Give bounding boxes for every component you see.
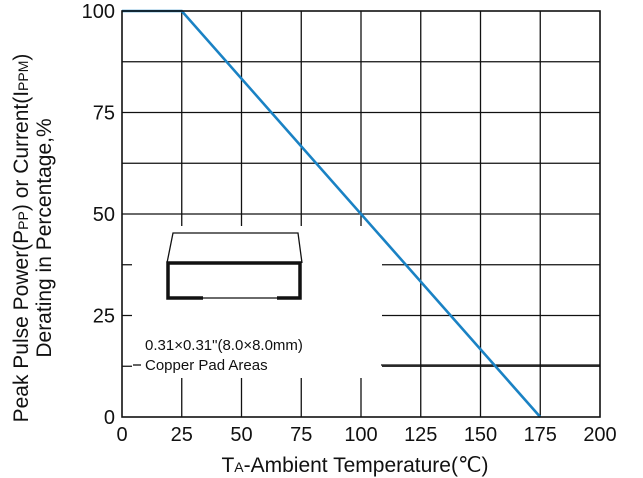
x-tick-label: 175 [524, 424, 557, 446]
x-tick-label: 150 [464, 424, 497, 446]
x-tick-label: 100 [344, 424, 377, 446]
annotation-copper-pad: Copper Pad Areas [145, 357, 268, 374]
x-tick-label: 200 [583, 424, 616, 446]
y-tick-label: 25 [93, 306, 115, 328]
x-tick-label: 25 [171, 424, 193, 446]
x-tick-label: 75 [290, 424, 312, 446]
y-tick-label: 0 [104, 407, 115, 429]
y-tick-label: 50 [93, 204, 115, 226]
x-axis-label: TA-Ambient Temperature(℃) [221, 454, 488, 477]
x-tick-label: 50 [230, 424, 252, 446]
x-tick-label: 0 [116, 424, 127, 446]
y-tick-label: 75 [93, 103, 115, 125]
pad-outline-thin [166, 232, 303, 264]
x-tick-labels: 0 25 50 75 100 125 150 175 200 [116, 424, 616, 446]
x-tick-label: 125 [404, 424, 437, 446]
plot-frame [121, 10, 601, 418]
pad-outline-thick [166, 261, 302, 300]
y-tick-labels: 0 25 50 75 100 [82, 1, 115, 429]
y-tick-label: 100 [82, 1, 115, 23]
y-axis-label-line1: Peak Pulse Power(PPP) or Current(IPPM) [10, 54, 33, 423]
inset-background [132, 226, 382, 378]
annotation-dimension: 0.31×0.31"(8.0×8.0mm) [145, 337, 303, 354]
y-axis-label-line2: Derating in Percentage,% [33, 118, 56, 357]
y-axis-label: Peak Pulse Power(PPP) or Current(IPPM) D… [10, 54, 56, 423]
grid-lines [122, 11, 600, 417]
copper-pad-inset: 0.31×0.31"(8.0×8.0mm) Copper Pad Areas [132, 226, 600, 378]
